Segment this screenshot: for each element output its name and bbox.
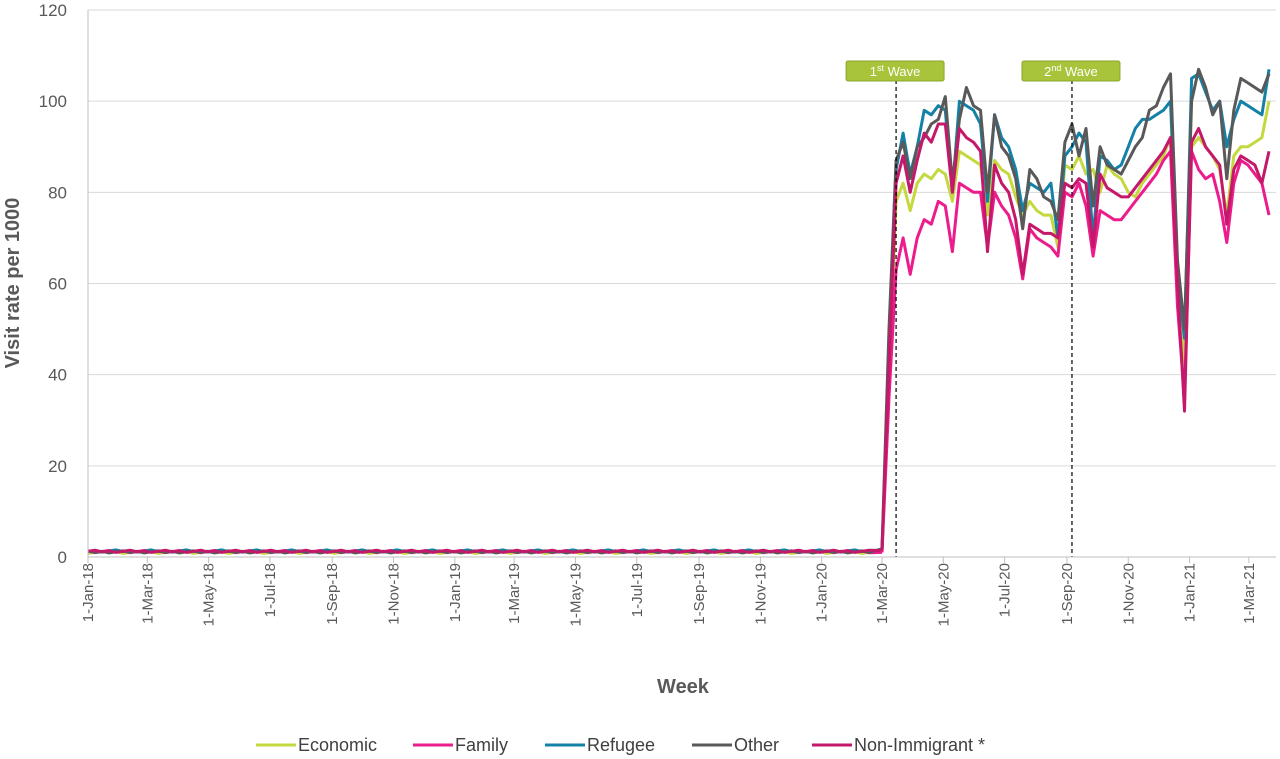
wave-label-text: Wave	[1061, 64, 1097, 79]
x-tick-label: 1-Jan-20	[814, 563, 831, 622]
wave-badge-2	[1021, 60, 1121, 82]
y-axis-ticks: 0 20 40 60 80 100 120	[39, 1, 67, 567]
y-tick-label: 60	[48, 275, 67, 294]
y-tick-label: 0	[58, 548, 67, 567]
x-tick-label: 1-Mar-19	[506, 563, 523, 624]
legend-label-1: Family	[455, 735, 508, 755]
x-tick-label: 1-Mar-18	[139, 563, 156, 624]
wave-annotations: 1st Wave 2nd Wave	[845, 60, 1121, 557]
x-tick-label: 1-May-19	[567, 563, 584, 626]
wave-label-number: 2	[1044, 64, 1051, 79]
x-tick-label: 1-Jul-19	[629, 563, 646, 617]
wave-label-2: 2nd Wave	[1044, 63, 1098, 79]
x-tick-label: 1-Jul-18	[262, 563, 279, 617]
x-axis-title: Week	[657, 676, 710, 698]
y-tick-label: 120	[39, 1, 67, 20]
axes	[87, 10, 1276, 558]
x-tick-label: 1-Nov-19	[752, 563, 769, 625]
wave-label-number: 1	[870, 64, 877, 79]
x-tick-label: 1-Nov-20	[1120, 563, 1137, 625]
series-line-0	[880, 100, 1271, 552]
wave-badge-1	[845, 60, 945, 82]
wave-label-text: Wave	[884, 64, 920, 79]
series-line-1	[880, 149, 1271, 553]
y-tick-label: 20	[48, 457, 67, 476]
gridlines	[88, 9, 1276, 467]
legend-label-2: Refugee	[587, 735, 655, 755]
y-tick-label: 100	[39, 92, 67, 111]
x-tick-label: 1-Mar-21	[1241, 563, 1258, 624]
x-tick-label: 1-Jan-21	[1182, 563, 1199, 622]
legend-label-3: Other	[734, 735, 779, 755]
x-tick-label: 1-Nov-18	[386, 563, 403, 625]
x-tick-label: 1-May-18	[201, 563, 218, 626]
y-axis-title: Visit rate per 1000	[2, 198, 24, 369]
y-tick-label: 40	[48, 366, 67, 385]
wave-label-ordinal: nd	[1051, 63, 1061, 73]
legend: Economic Family Refugee Other Non-Immigrant …	[256, 735, 985, 755]
x-tick-label: 1-Sep-18	[324, 563, 341, 625]
x-tick-label: 1-Sep-19	[691, 563, 708, 625]
wave-label-ordinal: st	[877, 63, 885, 73]
pre-period-lines	[87, 547, 883, 555]
x-tick-label: 1-Jan-19	[447, 563, 464, 622]
x-tick-label: 1-Sep-20	[1059, 563, 1076, 625]
x-tick-label: 1-Jul-20	[997, 563, 1014, 617]
pre-period-line-4	[87, 548, 883, 554]
x-tick-label: 1-Jan-18	[80, 563, 97, 622]
series-line-4	[880, 122, 1271, 551]
y-tick-label: 80	[48, 183, 67, 202]
series-line-3	[880, 67, 1271, 549]
x-tick-label: 1-May-20	[935, 563, 952, 626]
legend-label-4: Non-Immigrant *	[854, 735, 985, 755]
x-tick-label: 1-Mar-20	[874, 563, 891, 624]
x-axis-ticks: 1-Jan-18 1-Mar-18 1-May-18 1-Jul-18 1-Sep-18…	[80, 557, 1258, 626]
series-lines	[880, 67, 1271, 553]
wave-label-1: 1st Wave	[870, 63, 921, 79]
legend-label-0: Economic	[298, 735, 377, 755]
